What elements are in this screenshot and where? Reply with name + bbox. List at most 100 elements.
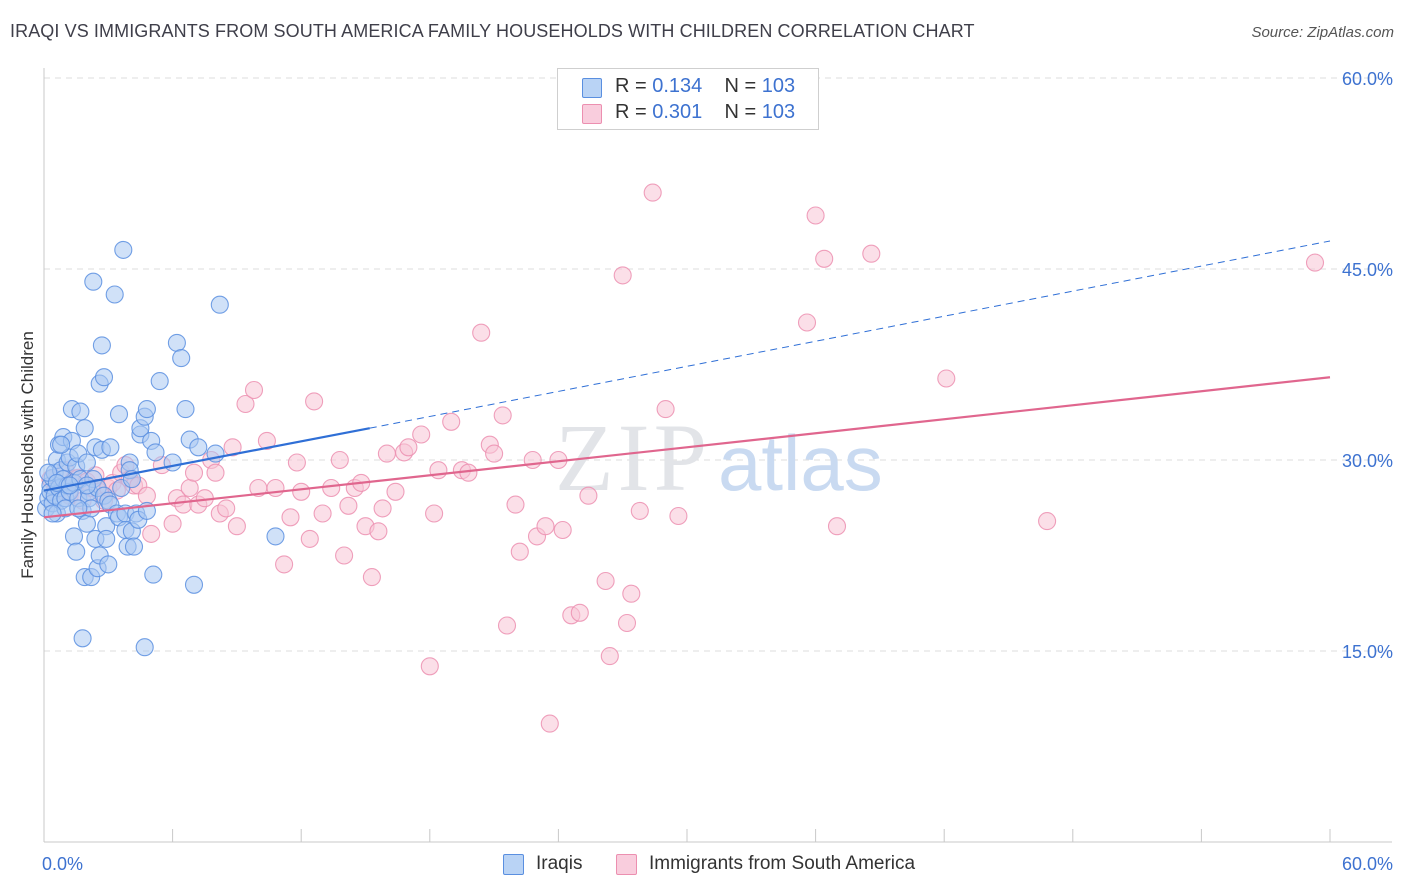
data-point-south-america xyxy=(472,323,491,342)
data-point-south-america xyxy=(493,406,512,425)
data-point-iraqis xyxy=(84,272,103,291)
data-point-south-america xyxy=(656,400,675,419)
data-point-south-america xyxy=(330,450,349,470)
data-point-south-america xyxy=(425,504,444,523)
data-point-south-america xyxy=(373,499,392,518)
data-point-iraqis xyxy=(135,638,154,657)
data-point-south-america xyxy=(827,517,847,536)
data-point-iraqis xyxy=(109,405,129,424)
data-point-south-america xyxy=(523,450,542,470)
legend-r-value: 0.134 xyxy=(652,75,703,97)
data-point-south-america xyxy=(600,647,619,666)
data-point-iraqis xyxy=(150,372,169,391)
data-point-south-america xyxy=(300,529,319,548)
data-point-south-america xyxy=(313,504,332,523)
watermark-zip: ZIP xyxy=(555,404,711,511)
data-point-iraqis xyxy=(146,443,165,462)
data-point-iraqis xyxy=(67,542,86,561)
trend-line-south-america xyxy=(43,376,1331,519)
data-point-south-america xyxy=(217,499,236,518)
data-point-iraqis xyxy=(266,527,285,546)
legend-r-label: R = xyxy=(615,75,647,97)
data-point-south-america xyxy=(322,478,341,498)
data-point-iraqis xyxy=(144,565,163,584)
data-point-south-america xyxy=(669,506,688,526)
data-point-south-america xyxy=(174,495,193,514)
data-point-south-america xyxy=(429,461,448,480)
data-point-south-america xyxy=(506,495,525,514)
data-point-south-america xyxy=(292,482,311,501)
data-point-south-america xyxy=(622,584,641,603)
data-point-south-america xyxy=(142,524,161,543)
data-point-south-america xyxy=(617,613,637,633)
data-point-iraqis xyxy=(75,419,94,438)
y-tick-label: 60.0% xyxy=(1342,69,1393,89)
data-point-iraqis xyxy=(189,438,208,457)
data-point-south-america xyxy=(287,453,306,472)
data-point-south-america xyxy=(485,444,504,463)
data-point-south-america xyxy=(257,431,276,450)
legend-text: R = 0.134 N = 103 xyxy=(615,75,795,98)
data-point-south-america xyxy=(163,514,182,533)
source-label: Source: ZipAtlas.com xyxy=(1251,24,1394,41)
data-point-south-america xyxy=(937,369,956,388)
data-point-south-america xyxy=(206,463,225,482)
axes xyxy=(43,68,1392,843)
data-point-south-america xyxy=(815,249,834,268)
legend-r-value: 0.301 xyxy=(652,101,703,123)
bottom-legend-swatch-blue xyxy=(503,854,524,875)
data-point-south-america xyxy=(244,380,264,400)
data-point-south-america xyxy=(281,508,300,527)
bottom-legend-label: Iraqis xyxy=(536,853,583,874)
data-point-iraqis xyxy=(172,349,191,368)
data-point-south-america xyxy=(377,444,396,463)
trend-lines xyxy=(43,240,1331,519)
data-point-south-america xyxy=(275,555,294,574)
data-point-iraqis xyxy=(137,400,156,419)
data-point-south-america xyxy=(184,463,204,482)
data-point-iraqis xyxy=(167,333,186,352)
legend-n-value: 103 xyxy=(761,101,796,123)
data-point-iraqis xyxy=(94,368,114,387)
y-axis-label: Family Households with Children xyxy=(18,331,37,579)
data-point-south-america xyxy=(1305,253,1325,272)
watermark: ZIP atlas xyxy=(555,404,883,511)
data-point-iraqis xyxy=(210,295,229,314)
data-point-iraqis xyxy=(97,529,116,548)
data-point-south-america xyxy=(386,482,405,501)
series-iraqis-points xyxy=(37,240,285,657)
y-tick-label: 15.0% xyxy=(1342,642,1393,662)
data-point-south-america xyxy=(797,313,817,332)
data-point-south-america xyxy=(630,501,649,520)
data-point-iraqis xyxy=(52,435,71,454)
data-point-south-america xyxy=(266,478,285,498)
data-point-south-america xyxy=(806,206,825,225)
data-point-south-america xyxy=(596,571,615,591)
data-point-iraqis xyxy=(124,537,144,556)
bottom-legend-label: Immigrants from South America xyxy=(649,853,916,874)
data-point-iraqis xyxy=(71,402,90,421)
data-point-iraqis xyxy=(184,575,204,594)
legend-n-label: N = xyxy=(724,75,757,97)
data-point-south-america xyxy=(1038,512,1057,531)
data-point-iraqis xyxy=(73,629,92,648)
bottom-legend-swatch-pink xyxy=(616,854,637,875)
data-point-iraqis xyxy=(92,336,111,355)
legend-n-label: N = xyxy=(724,101,757,123)
data-point-south-america xyxy=(339,496,358,515)
data-point-south-america xyxy=(412,425,431,444)
data-point-south-america xyxy=(497,616,517,635)
legend-text: R = 0.301 N = 103 xyxy=(615,101,795,124)
legend-n-value: 103 xyxy=(761,75,796,97)
data-point-south-america xyxy=(553,520,572,540)
y-tick-label: 45.0% xyxy=(1342,260,1393,280)
data-point-iraqis xyxy=(77,514,96,533)
data-point-south-america xyxy=(536,517,555,536)
data-point-south-america xyxy=(362,568,381,587)
data-point-south-america xyxy=(420,657,439,676)
data-point-iraqis xyxy=(105,285,124,304)
correlation-legend: R = 0.134 N = 103 R = 0.301 N = 103 xyxy=(557,68,819,130)
trend-line-iraqis xyxy=(43,427,370,492)
data-point-iraqis xyxy=(43,504,62,523)
